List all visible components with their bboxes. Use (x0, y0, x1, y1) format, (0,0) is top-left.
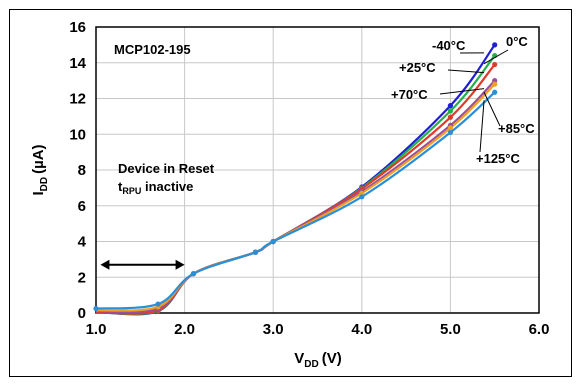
y-tick-label: 16 (69, 19, 86, 36)
series-line-4 (95, 83, 496, 312)
chart-frame (9, 9, 572, 377)
x-tick-label: 4.0 (351, 321, 372, 338)
data-point (359, 190, 365, 196)
x-axis-label: VDD (V) (294, 350, 341, 370)
x-axis-ticks: 1.0 2.0 3.0 4.0 5.0 6.0 (86, 321, 550, 338)
y-tick-label: 2 (78, 269, 86, 286)
data-point (447, 125, 453, 131)
arrow-head-right (175, 259, 185, 270)
series-labels: -40°C 0°C +25°C +70°C +85°C +125°C (391, 34, 535, 166)
series-line-5 (95, 91, 496, 310)
data-point (447, 129, 453, 136)
x-tick-label: 2.0 (174, 321, 195, 338)
data-point (492, 81, 498, 87)
y-axis-label: IDD(µA) (30, 144, 50, 195)
chart-title: MCP102-195 (114, 42, 191, 57)
series-label: +25°C (399, 60, 436, 75)
series-label: 0°C (506, 34, 528, 49)
series-label: -40°C (432, 38, 466, 53)
series-label-leader (447, 69, 485, 74)
arrow-head-left (100, 259, 110, 270)
x-tick-label: 6.0 (529, 321, 550, 338)
grid (96, 27, 539, 313)
series-lines (95, 44, 496, 316)
plot-area (95, 26, 540, 314)
series-label: +85°C (498, 121, 535, 136)
y-tick-label: 4 (78, 234, 87, 251)
x-tick-label: 3.0 (263, 321, 284, 338)
data-point (447, 108, 453, 114)
data-point (492, 89, 498, 95)
x-tick-label: 5.0 (440, 321, 461, 338)
data-point (492, 78, 498, 84)
series-label-leader (483, 49, 509, 65)
annotation-arrow (100, 259, 185, 270)
y-tick-label: 0 (78, 305, 86, 322)
y-tick-label: 6 (78, 198, 86, 215)
y-tick-label: 12 (69, 91, 86, 108)
data-point (270, 238, 276, 245)
data-point (252, 249, 259, 255)
data-point (155, 301, 161, 307)
data-point (492, 61, 498, 68)
data-point (447, 103, 453, 109)
y-tick-label: 8 (78, 162, 86, 179)
y-tick-label: 14 (69, 55, 86, 72)
x-tick-label: 1.0 (86, 321, 107, 338)
series-label-leader (479, 100, 485, 153)
y-axis-ticks: 0 2 4 6 8 10 12 14 16 (69, 19, 86, 322)
data-point (190, 271, 197, 277)
annotation-line2: tRPU inactive (118, 179, 193, 196)
data-point (93, 305, 99, 312)
series-label-leader (483, 92, 501, 127)
annotation-line1: Device in Reset (118, 161, 215, 176)
data-point (447, 114, 453, 120)
series-label: +70°C (391, 87, 428, 102)
data-point (359, 194, 365, 200)
y-tick-label: 10 (69, 126, 86, 143)
series-label-leader (439, 88, 485, 95)
data-point (492, 42, 498, 48)
series-label: +125°C (476, 151, 520, 166)
series-markers (93, 42, 498, 314)
